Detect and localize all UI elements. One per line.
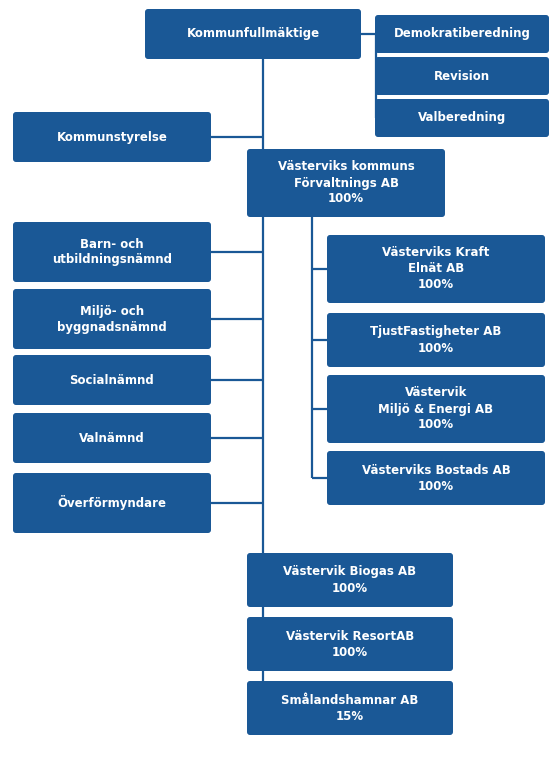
Text: Västervik
Miljö & Energi AB
100%: Västervik Miljö & Energi AB 100% bbox=[378, 386, 494, 432]
Text: Kommunstyrelse: Kommunstyrelse bbox=[56, 131, 167, 144]
FancyBboxPatch shape bbox=[327, 313, 545, 367]
Text: Miljö- och
byggnadsnämnd: Miljö- och byggnadsnämnd bbox=[57, 304, 167, 333]
FancyBboxPatch shape bbox=[247, 681, 453, 735]
FancyBboxPatch shape bbox=[247, 149, 445, 217]
Text: TjustFastigheter AB
100%: TjustFastigheter AB 100% bbox=[371, 325, 502, 354]
FancyBboxPatch shape bbox=[13, 112, 211, 162]
FancyBboxPatch shape bbox=[247, 617, 453, 671]
Text: Demokratiberedning: Demokratiberedning bbox=[393, 27, 531, 41]
FancyBboxPatch shape bbox=[375, 57, 549, 95]
Text: Västerviks Kraft
Elnät AB
100%: Västerviks Kraft Elnät AB 100% bbox=[382, 246, 490, 292]
Text: Västerviks Bostads AB
100%: Västerviks Bostads AB 100% bbox=[362, 464, 511, 493]
Text: Smålandshamnar AB
15%: Smålandshamnar AB 15% bbox=[281, 694, 418, 723]
Text: Västerviks kommuns
Förvaltnings AB
100%: Västerviks kommuns Förvaltnings AB 100% bbox=[278, 160, 415, 206]
FancyBboxPatch shape bbox=[145, 9, 361, 59]
Text: Västervik ResortAB
100%: Västervik ResortAB 100% bbox=[286, 630, 414, 658]
FancyBboxPatch shape bbox=[375, 15, 549, 53]
Text: Överförmyndare: Överförmyndare bbox=[57, 496, 166, 511]
FancyBboxPatch shape bbox=[13, 222, 211, 282]
FancyBboxPatch shape bbox=[13, 473, 211, 533]
FancyBboxPatch shape bbox=[375, 99, 549, 137]
Text: Socialnämnd: Socialnämnd bbox=[70, 374, 155, 386]
Text: Kommunfullmäktige: Kommunfullmäktige bbox=[186, 27, 320, 41]
FancyBboxPatch shape bbox=[247, 553, 453, 607]
FancyBboxPatch shape bbox=[13, 413, 211, 463]
Text: Västervik Biogas AB
100%: Västervik Biogas AB 100% bbox=[283, 565, 417, 594]
FancyBboxPatch shape bbox=[13, 355, 211, 405]
FancyBboxPatch shape bbox=[327, 375, 545, 443]
Text: Revision: Revision bbox=[434, 70, 490, 82]
FancyBboxPatch shape bbox=[327, 451, 545, 505]
Text: Valberedning: Valberedning bbox=[418, 112, 506, 124]
FancyBboxPatch shape bbox=[13, 289, 211, 349]
FancyBboxPatch shape bbox=[327, 235, 545, 303]
Text: Valnämnd: Valnämnd bbox=[79, 432, 145, 444]
Text: Barn- och
utbildningsnämnd: Barn- och utbildningsnämnd bbox=[52, 238, 172, 267]
